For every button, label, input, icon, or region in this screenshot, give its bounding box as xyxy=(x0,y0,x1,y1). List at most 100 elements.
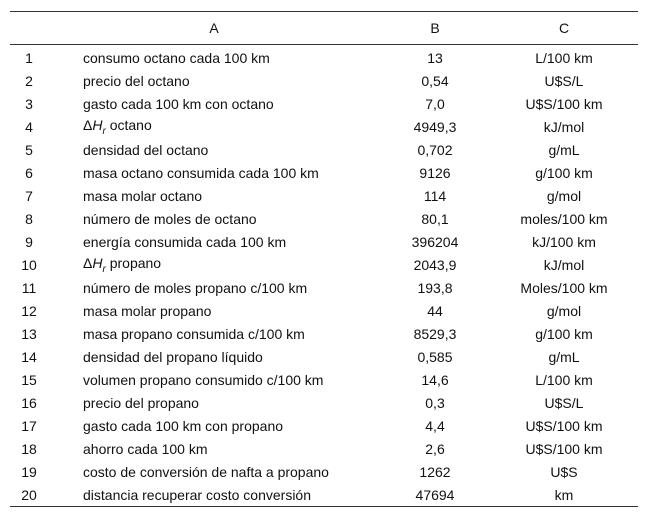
table-cell: 12 xyxy=(21,302,37,319)
table-cell: 0,585 xyxy=(417,348,453,365)
table-cell: 18 xyxy=(21,440,37,457)
table-cell: 2,6 xyxy=(425,440,445,457)
cell-text-part: H xyxy=(92,254,103,271)
table-cell: gasto cada 100 km con octano xyxy=(83,95,274,112)
table-cell: g/mL xyxy=(548,141,580,158)
table-cell: g/mol xyxy=(546,302,582,319)
header-cell: A xyxy=(209,20,219,36)
cell-text-part: r xyxy=(102,125,106,137)
header-cell xyxy=(10,12,48,45)
table-row: 15 volumen propano consumido c/100 km 14,6… xyxy=(10,368,638,391)
table-cell: 2 xyxy=(25,72,33,89)
table-cell: 9 xyxy=(25,233,33,250)
table-cell: masa molar propano xyxy=(83,302,212,319)
table-cell: moles/100 km xyxy=(520,210,608,227)
table-cell: masa octano consumida cada 100 km xyxy=(83,164,319,181)
table-cell: número de moles propano c/100 km xyxy=(83,279,308,296)
table-cell: 13 xyxy=(427,49,443,66)
header-row: A B C xyxy=(10,11,638,45)
table-cell: 15 xyxy=(21,371,37,388)
table-row: 14 densidad del propano líquido 0,585 g/mL xyxy=(10,345,638,368)
table-cell: 7,0 xyxy=(425,95,445,112)
cell-text-part: Δ xyxy=(83,254,93,271)
table-cell: g/100 km xyxy=(535,325,593,342)
table-cell: 9126 xyxy=(419,164,451,181)
table-cell: gasto cada 100 km con propano xyxy=(83,417,284,434)
table-cell: 1262 xyxy=(419,463,451,480)
table-cell: g/100 km xyxy=(535,164,593,181)
header-cell: C xyxy=(558,20,570,36)
table-cell: precio del octano xyxy=(83,72,190,89)
cell-text-part: H xyxy=(92,116,103,133)
table-cell: energía consumida cada 100 km xyxy=(83,233,287,250)
table-cell: consumo octano cada 100 km xyxy=(83,49,270,66)
cell-text-part: octano xyxy=(105,116,152,133)
table-row: 16 precio del propano 0,3 U$S/L xyxy=(10,391,638,414)
table-cell: 4949,3 xyxy=(413,118,457,135)
table-cell: densidad del propano líquido xyxy=(83,348,263,365)
table-cell: 1 xyxy=(25,49,33,66)
cell-text-part: propano xyxy=(105,254,162,271)
table-row: 2 precio del octano 0,54 U$S/L xyxy=(10,69,638,92)
cell-text-part: r xyxy=(102,263,106,275)
table-cell: U$S/L xyxy=(544,72,584,89)
table-cell: 114 xyxy=(423,187,447,204)
table-cell: 17 xyxy=(21,417,37,434)
table-cell: 6 xyxy=(25,164,33,181)
table-cell: 8529,3 xyxy=(413,325,457,342)
table-cell: 80,1 xyxy=(421,210,449,227)
table-cell: distancia recuperar costo conversión xyxy=(83,486,312,503)
table-cell: 47694 xyxy=(415,486,455,503)
table-cell: número de moles de octano xyxy=(83,210,257,227)
table-cell: U$S/100 km xyxy=(525,440,603,457)
table-body: 1 consumo octano cada 100 km 13 L/100 km 2 pr… xyxy=(10,45,638,507)
table-row: 4 ΔHr octano 4949,3 kJ/mol xyxy=(10,115,638,138)
table-cell: kJ/mol xyxy=(543,256,585,273)
header-cell: B xyxy=(430,20,440,36)
table-cell: 16 xyxy=(21,394,37,411)
table-cell: 2043,9 xyxy=(413,256,457,273)
table-cell: U$S/L xyxy=(544,394,584,411)
table-row: 13 masa propano consumida c/100 km 8529,3 g… xyxy=(10,322,638,345)
table-cell: kJ/mol xyxy=(543,118,585,135)
table-row: 6 masa octano consumida cada 100 km 9126 g/… xyxy=(10,161,638,184)
table-row: 10 ΔHr propano 2043,9 kJ/mol xyxy=(10,253,638,276)
table-row: 9 energía consumida cada 100 km 396204 kJ/1… xyxy=(10,230,638,253)
table-cell: 19 xyxy=(21,463,37,480)
table-cell: 0,54 xyxy=(421,72,449,89)
table-cell: km xyxy=(554,486,574,503)
data-table: A B C 1 consumo octano cada 100 km 13 L/100… xyxy=(10,11,638,507)
table-cell: 8 xyxy=(25,210,33,227)
table-row: 3 gasto cada 100 km con octano 7,0 U$S/100 … xyxy=(10,92,638,115)
table-cell: 3 xyxy=(25,95,33,112)
table-cell: U$S/100 km xyxy=(525,417,603,434)
table-cell: 14 xyxy=(21,348,37,365)
table-cell: U$S xyxy=(550,463,578,480)
table-row: 20 distancia recuperar costo conversión 47… xyxy=(10,483,638,507)
table-cell: U$S/100 km xyxy=(525,95,603,112)
table-row: 18 ahorro cada 100 km 2,6 U$S/100 km xyxy=(10,437,638,460)
table-cell: 4,4 xyxy=(425,417,445,434)
table-row: 1 consumo octano cada 100 km 13 L/100 km xyxy=(10,45,638,70)
table-cell: masa propano consumida c/100 km xyxy=(83,325,305,342)
table-cell: precio del propano xyxy=(83,394,199,411)
table-row: 5 densidad del octano 0,702 g/mL xyxy=(10,138,638,161)
table-cell: g/mol xyxy=(546,187,582,204)
table-row: 19 costo de conversión de nafta a propano… xyxy=(10,460,638,483)
table-cell: ΔHr octano xyxy=(48,115,380,138)
table-cell: L/100 km xyxy=(535,49,593,66)
table-cell: volumen propano consumido c/100 km xyxy=(83,371,324,388)
table-cell: 4 xyxy=(25,118,33,135)
table-cell: ΔHr propano xyxy=(48,253,380,276)
table-cell: 11 xyxy=(21,279,37,296)
table-cell: 0,3 xyxy=(425,394,445,411)
table-cell: g/mL xyxy=(548,348,580,365)
table-cell: densidad del octano xyxy=(83,141,209,158)
table-row: 8 número de moles de octano 80,1 moles/100 … xyxy=(10,207,638,230)
table-row: 7 masa molar octano 114 g/mol xyxy=(10,184,638,207)
table-cell: 5 xyxy=(25,141,33,158)
table-cell: 0,702 xyxy=(417,141,453,158)
table-cell: 20 xyxy=(21,486,37,503)
table-cell: costo de conversión de nafta a propano xyxy=(83,463,329,480)
